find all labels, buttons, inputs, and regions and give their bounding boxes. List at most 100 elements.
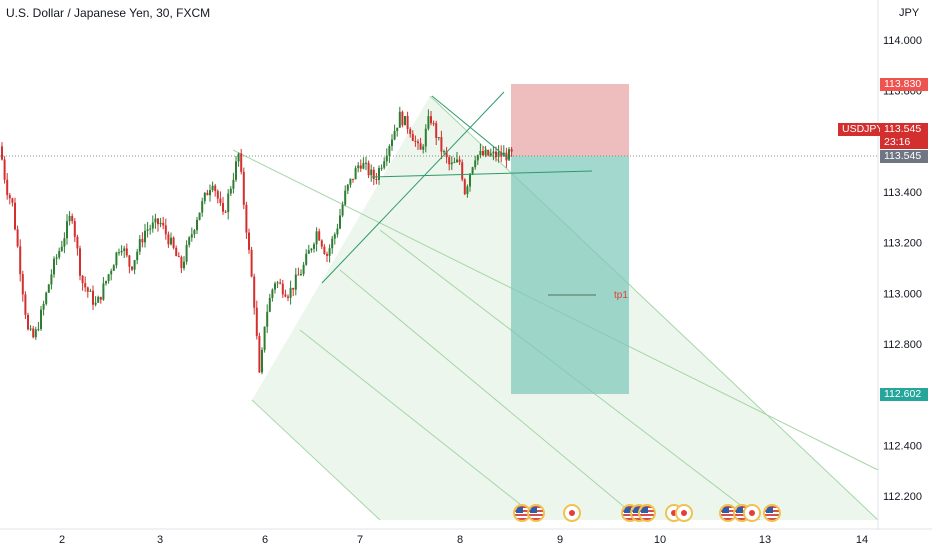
candle-body	[313, 244, 315, 249]
jp-flag-event-icon[interactable]	[743, 504, 761, 522]
candle-body	[508, 149, 510, 161]
candle-body	[242, 171, 245, 205]
candle-body	[16, 229, 19, 247]
candle-body	[474, 160, 477, 168]
candle-body	[73, 221, 76, 237]
candle-body	[463, 179, 466, 195]
candle-body	[406, 116, 409, 130]
stop-loss-zone[interactable]	[511, 84, 629, 156]
candle-body	[487, 150, 490, 156]
us-flag-event-icon[interactable]	[638, 504, 656, 522]
candle-body	[175, 247, 178, 257]
candle-body	[469, 173, 471, 187]
candle-body	[411, 133, 414, 141]
candle-body	[354, 168, 357, 180]
candle-body	[307, 250, 310, 254]
last-price-badge: 113.545 23:16	[880, 123, 928, 149]
candle-body	[268, 298, 271, 312]
candle-body	[432, 123, 435, 125]
time-tick: 13	[759, 534, 771, 546]
candle-body	[448, 157, 451, 165]
candle-body	[123, 248, 126, 251]
time-tick: 7	[357, 534, 363, 546]
candle-body	[138, 239, 141, 252]
last-price: 113.545	[884, 123, 922, 135]
candle-body	[198, 212, 201, 220]
tp1-label: tp1	[614, 290, 628, 301]
candle-body	[112, 265, 115, 271]
candle-body	[32, 328, 35, 338]
candle-body	[177, 256, 180, 258]
candle-body	[53, 258, 55, 275]
candle-body	[495, 151, 497, 158]
symbol-badge[interactable]: USDJPY	[838, 123, 883, 136]
time-tick: 6	[262, 534, 268, 546]
candle-body	[193, 230, 196, 235]
candle-body	[1, 146, 3, 160]
stop-price-badge: 113.830	[880, 78, 928, 91]
candle-body	[253, 276, 256, 308]
candle-body	[362, 163, 365, 169]
candle-body	[107, 274, 110, 282]
candle-body	[89, 290, 92, 292]
time-axis[interactable]: 2 3 6 7 8 9 10 13 14	[59, 534, 868, 546]
us-flag-event-icon[interactable]	[763, 504, 781, 522]
candle-body	[11, 198, 14, 203]
us-flag-event-icon[interactable]	[527, 504, 545, 522]
candle-body	[47, 284, 50, 293]
candle-body	[34, 329, 37, 338]
candle-body	[391, 139, 393, 147]
candle-body	[341, 204, 344, 216]
price-tick: 112.800	[883, 339, 922, 351]
candle-body	[359, 165, 362, 169]
price-axis[interactable]: 114.000113.800113.600113.400113.200113.0…	[883, 35, 922, 503]
candle-body	[149, 228, 152, 230]
candle-body	[237, 153, 240, 162]
candle-body	[482, 150, 484, 156]
symbol-title[interactable]: U.S. Dollar / Japanese Yen, 30, FXCM	[6, 6, 211, 20]
candle-body	[305, 253, 308, 265]
currency-unit: JPY	[899, 7, 920, 19]
candle-body	[393, 130, 396, 140]
price-tick: 113.200	[883, 238, 922, 250]
candle-body	[115, 252, 118, 266]
candle-body	[510, 149, 513, 152]
candle-body	[159, 222, 162, 225]
candle-body	[151, 222, 154, 229]
candle-body	[331, 238, 334, 249]
candles	[1, 106, 513, 375]
candle-body	[68, 215, 71, 222]
candle-body	[424, 128, 427, 147]
jp-flag-event-icon[interactable]	[563, 504, 581, 522]
trendlines	[321, 91, 593, 284]
candle-body	[281, 283, 284, 295]
candle-body	[315, 231, 318, 245]
candle-body	[229, 188, 232, 194]
candle-body	[37, 329, 40, 331]
candle-body	[375, 179, 378, 181]
take-profit-zone[interactable]	[511, 156, 629, 394]
target-price-badge: 112.602	[880, 388, 928, 401]
candle-body	[188, 237, 191, 245]
candle-body	[383, 161, 386, 168]
candle-body	[276, 282, 279, 284]
candle-body	[492, 151, 495, 154]
candle-body	[157, 218, 159, 225]
channel-line	[251, 399, 381, 521]
candle-body	[24, 294, 27, 315]
candle-body	[336, 228, 339, 235]
time-tick: 2	[59, 534, 65, 546]
price-tick: 112.400	[883, 440, 922, 452]
jp-flag-event-icon[interactable]	[675, 504, 693, 522]
candle-body	[339, 215, 341, 229]
time-tick: 9	[557, 534, 563, 546]
candle-body	[484, 150, 487, 156]
channel-line	[339, 269, 641, 521]
candle-body	[170, 237, 172, 245]
candle-body	[378, 168, 380, 180]
candle-body	[300, 273, 302, 276]
candle-body	[60, 246, 63, 251]
us-flag-event-icon[interactable]	[513, 504, 531, 522]
candle-body	[118, 252, 120, 254]
